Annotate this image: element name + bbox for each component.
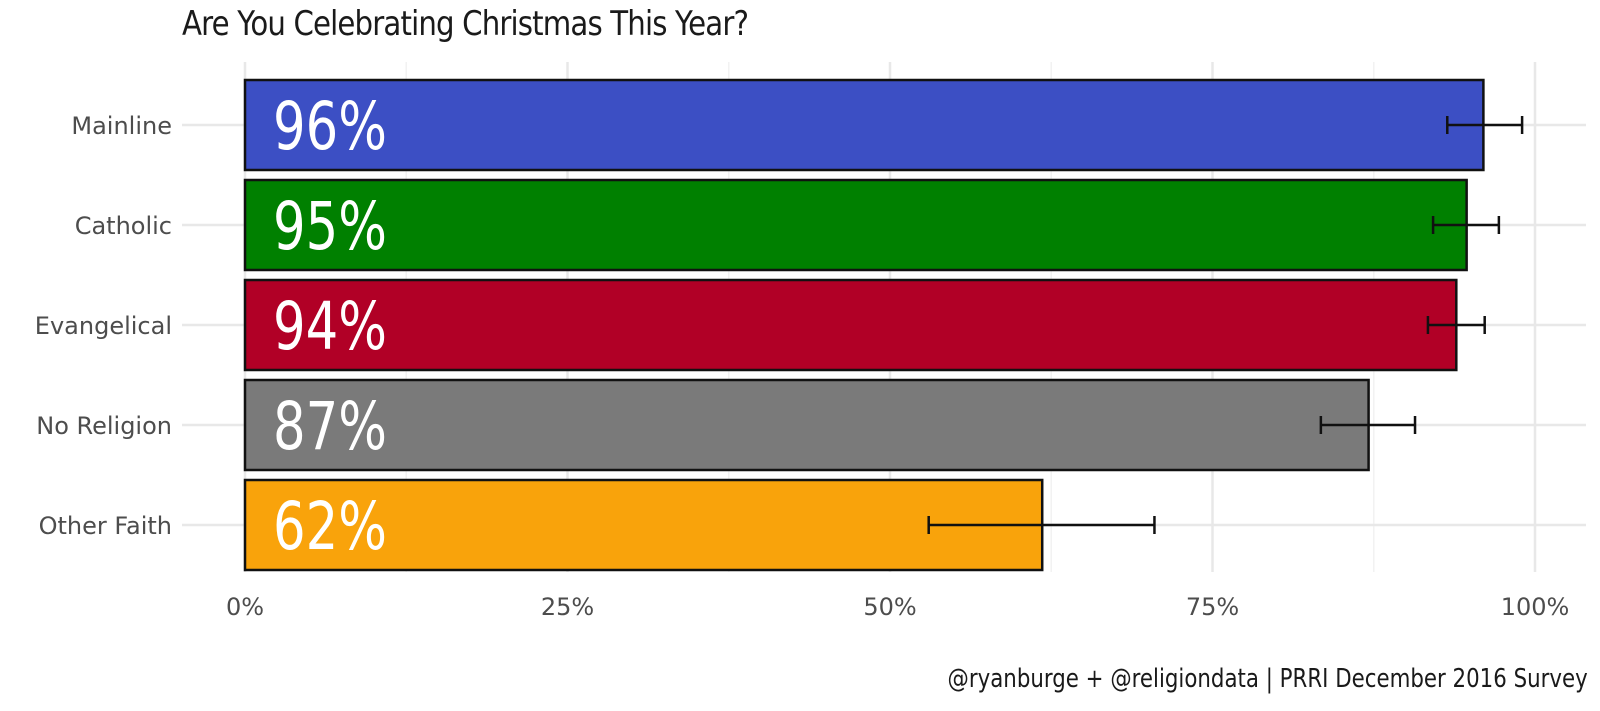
value-label: 96% (273, 88, 387, 165)
value-label: 62% (273, 488, 387, 565)
y-tick-label: Catholic (75, 212, 172, 240)
y-tick-label: Other Faith (39, 512, 172, 540)
bar (243, 178, 1468, 272)
x-tick-label: 0% (226, 593, 264, 621)
chart-title: Are You Celebrating Christmas This Year? (182, 4, 749, 44)
y-tick-label: No Religion (36, 412, 172, 440)
x-tick-label: 100% (1501, 593, 1570, 621)
bars (243, 78, 1485, 572)
bar (243, 478, 1044, 572)
x-axis-ticks: 0% 25% 50% 75% 100% (226, 593, 1569, 621)
bar (243, 378, 1370, 472)
y-tick-label: Evangelical (35, 312, 172, 340)
chart-caption: @ryanburge + @religiondata | PRRI Decemb… (947, 664, 1588, 694)
bar (243, 278, 1458, 372)
value-labels: 96% 95% 94% 87% 62% (273, 88, 387, 565)
value-label: 87% (273, 388, 387, 465)
x-tick-label: 25% (541, 593, 594, 621)
error-bars (927, 116, 1524, 534)
value-label: 94% (273, 288, 387, 365)
y-tick-label: Mainline (71, 112, 172, 140)
x-tick-label: 75% (1186, 593, 1239, 621)
bar (243, 78, 1485, 172)
x-tick-label: 50% (863, 593, 916, 621)
value-label: 95% (273, 188, 387, 265)
y-axis-ticks: Mainline Catholic Evangelical No Religion Ot… (35, 112, 172, 540)
